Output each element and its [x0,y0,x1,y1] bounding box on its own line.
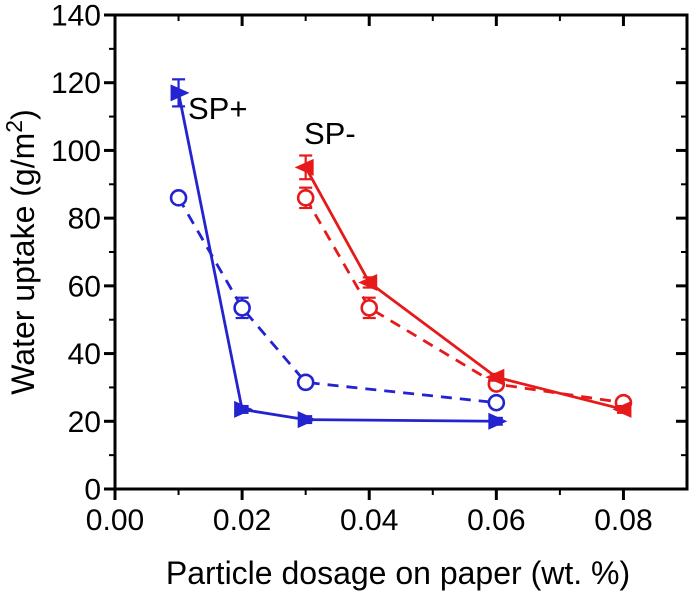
y-tick-label: 140 [51,0,101,33]
data-point-circle [169,189,188,207]
y-tick-label: 0 [84,474,101,507]
y-tick-label: 120 [51,67,101,100]
x-tick-label: 0.06 [467,504,525,537]
data-point-triangle-left [612,400,632,418]
data-point-circle [296,373,315,392]
series-line [177,197,497,405]
data-point-triangle-left [294,158,314,176]
data-point-circle [360,299,379,317]
data-point-circle [233,299,251,317]
x-tick-label: 0.08 [594,504,652,537]
y-axis-title-superscript: 2 [1,120,27,133]
data-point-triangle-left [485,368,505,386]
x-tick-label: 0.02 [213,504,271,537]
series-line [304,197,624,405]
data-point-triangle-right [170,84,190,102]
series-label-sp-plus: SP+ [188,91,247,126]
plot-generated-layer: 0.00 0.02 0.04 0.06 0.08 0 20 40 60 80 100 120 140 [51,0,689,537]
series-label-sp-minus: SP- [304,116,356,151]
series-2 [296,186,633,412]
data-point-triangle-right [297,411,317,429]
data-point-triangle-right [234,400,254,418]
y-tick-label: 20 [68,406,101,439]
y-axis-title-suffix: ) [5,109,41,120]
y-axis-title: Water uptake (g/m2) [1,109,41,394]
y-tick-label: 100 [51,135,101,168]
data-point-circle [296,189,315,207]
data-point-triangle-right [488,412,508,430]
data-point-circle [487,393,506,412]
x-tick-label: 0.00 [86,504,144,537]
plot-frame [113,13,689,491]
series-1 [169,189,506,412]
x-tick-label: 0.04 [340,504,398,537]
y-tick-label: 60 [68,270,101,303]
x-axis-title: Particle dosage on paper (wt. %) [166,555,630,591]
series-3 [294,154,632,418]
y-tick-label: 80 [68,203,101,236]
y-axis-title-prefix: Water uptake (g/m [5,133,41,395]
series-line [304,166,624,411]
y-tick-label: 40 [68,338,101,371]
data-point-triangle-left [358,273,378,291]
